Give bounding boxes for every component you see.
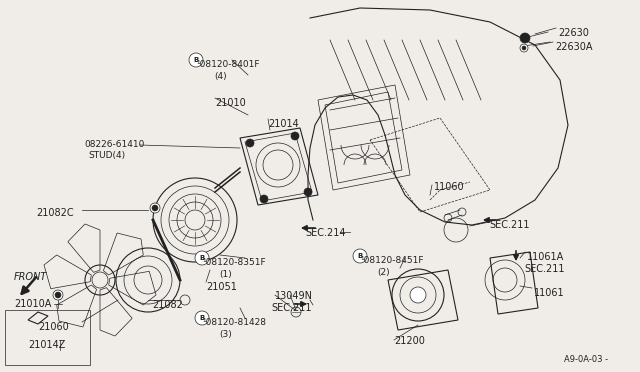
Circle shape <box>353 249 367 263</box>
Text: ¹08120-8451F: ¹08120-8451F <box>360 256 424 265</box>
Text: SEC.211: SEC.211 <box>489 220 529 230</box>
Circle shape <box>189 53 203 67</box>
Circle shape <box>55 292 61 298</box>
Text: 21060: 21060 <box>38 322 68 332</box>
Text: STUD(4): STUD(4) <box>88 151 125 160</box>
Text: 21010A: 21010A <box>14 299 51 309</box>
Text: ¹08120-81428: ¹08120-81428 <box>202 318 266 327</box>
Text: 21014Z: 21014Z <box>28 340 65 350</box>
Text: 21200: 21200 <box>394 336 425 346</box>
Text: SEC.211: SEC.211 <box>524 264 564 274</box>
Text: 21014: 21014 <box>268 119 299 129</box>
Text: B: B <box>200 315 205 321</box>
Text: 11061A: 11061A <box>527 252 564 262</box>
Text: 21082C: 21082C <box>36 208 74 218</box>
Text: ¹08120-8401F: ¹08120-8401F <box>196 60 259 69</box>
Text: B: B <box>200 255 205 261</box>
Text: SEC.214: SEC.214 <box>305 228 346 238</box>
Text: FRONT: FRONT <box>14 272 47 282</box>
Text: 22630: 22630 <box>558 28 589 38</box>
Text: 21082: 21082 <box>152 300 183 310</box>
Circle shape <box>520 33 530 43</box>
Circle shape <box>195 311 209 325</box>
Text: 11060: 11060 <box>434 182 465 192</box>
Circle shape <box>260 195 268 203</box>
Text: B: B <box>357 253 363 259</box>
Text: (2): (2) <box>377 268 390 277</box>
Circle shape <box>520 44 528 52</box>
Circle shape <box>152 205 158 211</box>
Circle shape <box>150 203 160 213</box>
Text: (1): (1) <box>219 270 232 279</box>
Circle shape <box>522 46 526 50</box>
Text: ¹08120-8351F: ¹08120-8351F <box>202 258 266 267</box>
Text: A9-0A-03 -: A9-0A-03 - <box>564 355 608 364</box>
Text: 08226-61410: 08226-61410 <box>84 140 145 149</box>
Text: (4): (4) <box>214 72 227 81</box>
Text: B: B <box>193 57 198 63</box>
Text: SEC.211: SEC.211 <box>271 303 312 313</box>
Text: 11061: 11061 <box>534 288 564 298</box>
Text: 21010: 21010 <box>215 98 246 108</box>
Circle shape <box>195 251 209 265</box>
Text: 21051: 21051 <box>206 282 237 292</box>
Circle shape <box>53 290 63 300</box>
Circle shape <box>246 139 254 147</box>
Circle shape <box>291 132 299 140</box>
Circle shape <box>304 188 312 196</box>
Text: 22630A: 22630A <box>555 42 593 52</box>
Circle shape <box>410 287 426 303</box>
Text: 13049N: 13049N <box>275 291 313 301</box>
Text: (3): (3) <box>219 330 232 339</box>
